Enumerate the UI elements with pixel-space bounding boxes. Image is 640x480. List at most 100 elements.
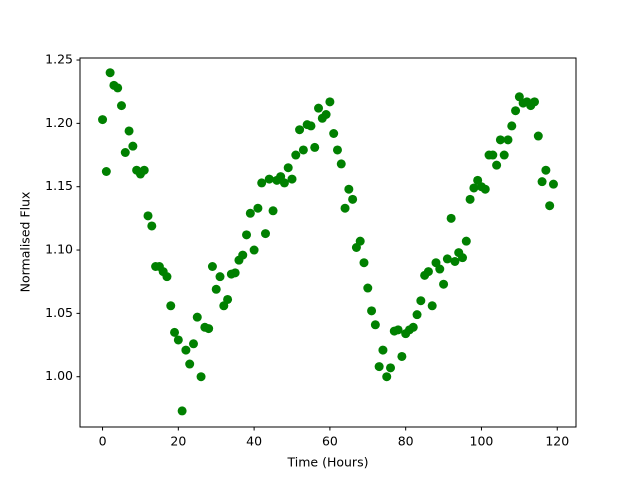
data-point xyxy=(287,174,297,184)
data-point xyxy=(503,135,513,145)
data-point xyxy=(173,335,183,345)
data-point xyxy=(245,208,255,218)
x-tick-label: 20 xyxy=(170,434,186,449)
x-tick-label: 80 xyxy=(398,434,414,449)
data-point xyxy=(253,203,263,213)
data-point xyxy=(480,184,490,194)
data-point xyxy=(545,201,555,211)
x-axis-label: Time (Hours) xyxy=(287,455,369,470)
data-point xyxy=(268,206,278,216)
data-point xyxy=(306,121,316,131)
data-point xyxy=(488,150,498,160)
data-point xyxy=(332,145,342,155)
data-point xyxy=(423,267,433,277)
data-point xyxy=(242,230,252,240)
data-point xyxy=(427,301,437,311)
data-point xyxy=(162,272,172,282)
data-point xyxy=(147,221,157,231)
y-tick-label: 1.25 xyxy=(45,52,73,67)
data-point xyxy=(408,322,418,332)
data-point xyxy=(495,135,505,145)
data-point xyxy=(450,256,460,266)
data-point xyxy=(204,324,214,334)
data-point xyxy=(283,163,293,173)
x-tick-label: 60 xyxy=(322,434,338,449)
data-point xyxy=(207,262,217,272)
data-point xyxy=(363,283,373,293)
data-point xyxy=(458,253,468,263)
x-tick-label: 0 xyxy=(99,434,107,449)
data-point xyxy=(442,254,452,264)
data-point xyxy=(548,179,558,189)
data-point xyxy=(139,165,149,175)
data-point xyxy=(98,115,108,125)
data-point xyxy=(177,406,187,416)
plot-frame xyxy=(79,57,577,428)
data-point xyxy=(340,203,350,213)
data-point xyxy=(211,284,221,294)
data-point xyxy=(120,147,130,157)
data-point xyxy=(446,213,456,223)
data-point xyxy=(298,145,308,155)
data-point xyxy=(336,159,346,169)
y-tick-label: 1.20 xyxy=(45,115,73,130)
data-point xyxy=(314,103,324,113)
data-point xyxy=(192,312,202,322)
data-point xyxy=(367,306,377,316)
data-point xyxy=(370,320,380,330)
data-point xyxy=(215,272,225,282)
data-point xyxy=(355,236,365,246)
data-point xyxy=(348,194,358,204)
data-point xyxy=(295,125,305,135)
x-tick-label: 120 xyxy=(545,434,569,449)
data-point xyxy=(511,106,521,116)
data-point xyxy=(230,268,240,278)
data-point xyxy=(416,296,426,306)
data-point xyxy=(291,150,301,160)
data-point xyxy=(393,325,403,335)
data-point xyxy=(188,339,198,349)
data-point xyxy=(329,128,339,138)
y-tick-label: 1.10 xyxy=(45,242,73,257)
data-point xyxy=(170,327,180,337)
data-point xyxy=(238,250,248,260)
data-point xyxy=(249,245,259,255)
y-tick-label: 1.15 xyxy=(45,178,73,193)
data-point xyxy=(223,294,233,304)
data-point xyxy=(374,362,384,372)
data-point xyxy=(124,126,134,136)
data-point xyxy=(128,141,138,151)
data-point xyxy=(499,150,509,160)
data-point xyxy=(279,178,289,188)
data-point xyxy=(196,372,206,382)
data-point xyxy=(530,97,540,107)
data-point xyxy=(507,121,517,131)
data-point xyxy=(359,258,369,268)
data-point xyxy=(537,177,547,187)
data-point xyxy=(541,165,551,175)
data-point xyxy=(461,236,471,246)
data-point xyxy=(325,97,335,107)
data-point xyxy=(116,101,126,111)
data-point xyxy=(439,279,449,289)
data-point xyxy=(533,131,543,141)
data-point xyxy=(260,229,270,239)
data-point xyxy=(435,264,445,274)
data-point xyxy=(105,68,115,78)
data-point xyxy=(257,178,267,188)
data-point xyxy=(113,83,123,93)
data-point xyxy=(492,160,502,170)
data-point xyxy=(469,183,479,193)
data-point xyxy=(344,184,354,194)
data-point xyxy=(264,174,274,184)
data-point xyxy=(382,372,392,382)
x-tick-label: 100 xyxy=(470,434,494,449)
y-tick-label: 1.05 xyxy=(45,305,73,320)
data-point xyxy=(465,194,475,204)
data-point xyxy=(181,345,191,355)
data-point xyxy=(321,109,331,119)
data-point xyxy=(166,301,176,311)
data-point xyxy=(378,345,388,355)
